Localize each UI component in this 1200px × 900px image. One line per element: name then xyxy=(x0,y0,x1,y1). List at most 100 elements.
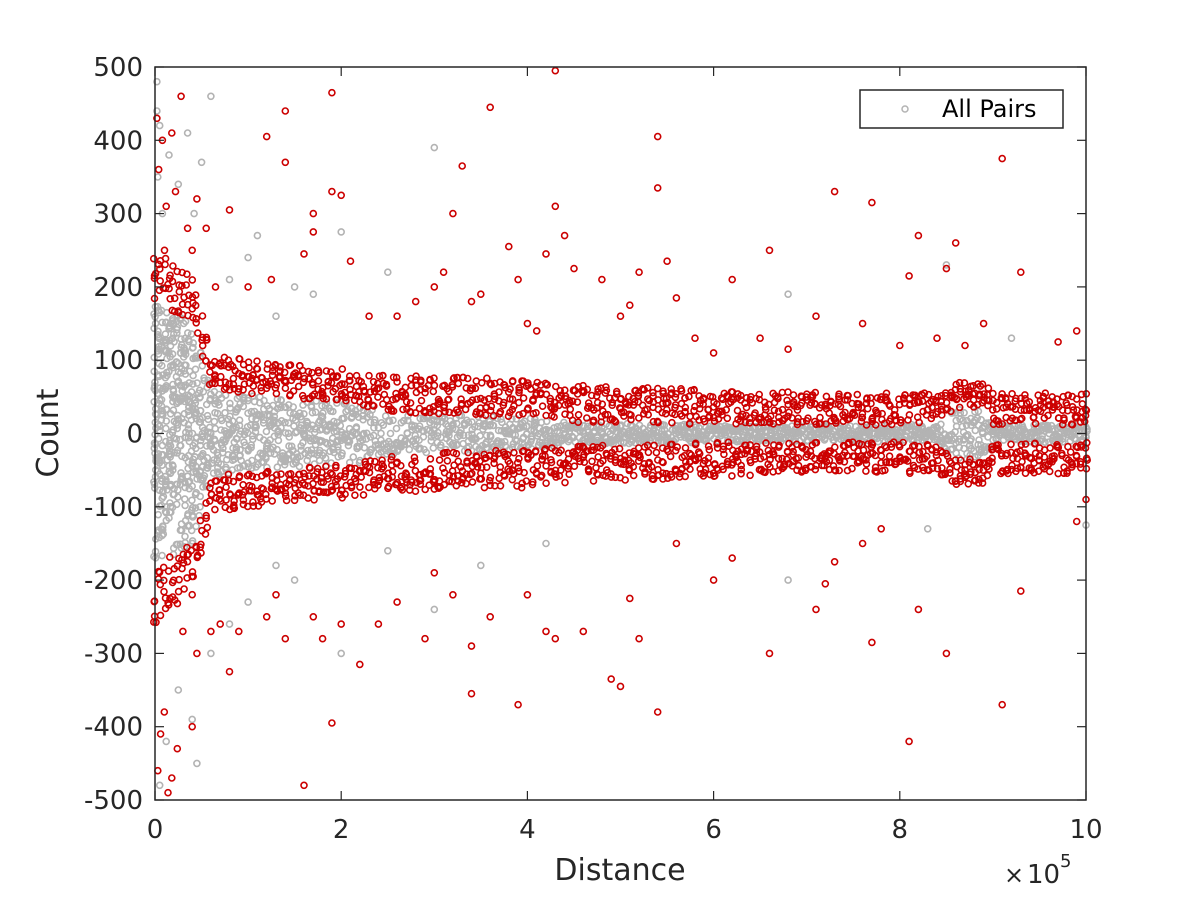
highlighted-point xyxy=(364,396,373,404)
highlighted-point xyxy=(294,382,303,391)
all-pairs-point xyxy=(513,442,522,451)
all-pairs-point xyxy=(180,348,188,357)
highlighted-point xyxy=(197,549,205,557)
all-pairs-point xyxy=(1059,434,1067,443)
all-pairs-point xyxy=(476,561,485,570)
all-pairs-point xyxy=(157,416,166,424)
all-pairs-point xyxy=(701,437,710,445)
y-axis-label: Count xyxy=(31,388,66,477)
all-pairs-point xyxy=(337,649,346,658)
all-pairs-point xyxy=(568,432,576,441)
highlighted-point xyxy=(261,490,270,499)
highlighted-point xyxy=(166,294,174,303)
highlighted-point xyxy=(182,281,190,289)
all-pairs-point xyxy=(498,418,506,427)
all-pairs-point xyxy=(248,464,256,472)
highlighted-point xyxy=(359,401,368,409)
all-pairs-point xyxy=(337,228,346,236)
all-pairs-point xyxy=(396,441,404,450)
all-pairs-point xyxy=(169,462,177,471)
all-pairs-point xyxy=(784,576,792,584)
all-pairs-point xyxy=(422,448,431,457)
all-pairs-point xyxy=(951,427,959,436)
highlighted-point xyxy=(300,374,309,383)
all-pairs-point xyxy=(329,407,337,416)
all-pairs-point xyxy=(188,344,197,352)
all-pairs-point xyxy=(173,424,181,433)
all-pairs-point xyxy=(277,423,285,432)
all-pairs-point xyxy=(181,501,189,510)
highlighted-point xyxy=(262,469,270,478)
all-pairs-point xyxy=(165,443,173,451)
all-pairs-point xyxy=(228,456,237,465)
all-pairs-point xyxy=(168,316,177,325)
all-pairs-point xyxy=(456,431,464,440)
all-pairs-point xyxy=(948,408,957,417)
highlighted-point xyxy=(319,488,328,497)
all-pairs-point xyxy=(161,472,169,481)
all-pairs-point xyxy=(791,428,799,437)
highlighted-point xyxy=(179,550,188,559)
highlighted-point xyxy=(156,277,164,285)
all-pairs-point xyxy=(290,576,299,584)
all-pairs-point xyxy=(959,416,967,425)
all-pairs-point xyxy=(750,430,758,439)
highlighted-point xyxy=(351,491,359,500)
highlighted-point xyxy=(322,462,330,471)
all-pairs-point xyxy=(482,438,491,447)
y-tick-label: 100 xyxy=(93,346,143,376)
highlighted-point xyxy=(328,470,336,479)
highlighted-point xyxy=(201,530,210,538)
all-pairs-point xyxy=(251,428,260,436)
all-pairs-point xyxy=(965,441,974,450)
highlighted-point xyxy=(183,270,191,279)
all-pairs-point xyxy=(193,759,201,768)
all-pairs-point xyxy=(308,408,317,417)
all-pairs-point xyxy=(214,398,222,407)
all-pairs-point xyxy=(399,416,408,425)
highlighted-point xyxy=(322,367,331,375)
all-pairs-point xyxy=(430,605,439,614)
all-pairs-point xyxy=(169,466,177,474)
highlighted-point xyxy=(280,368,289,377)
all-pairs-point xyxy=(1007,334,1016,343)
all-pairs-point xyxy=(155,121,164,130)
highlighted-point xyxy=(327,482,336,491)
all-pairs-point xyxy=(195,511,203,520)
all-pairs-point xyxy=(660,421,669,430)
highlighted-point xyxy=(271,361,280,370)
all-pairs-point xyxy=(191,399,200,408)
all-pairs-point xyxy=(183,129,192,137)
all-pairs-point xyxy=(318,413,327,422)
all-pairs-point xyxy=(204,415,212,424)
x-tick-label: 0 xyxy=(147,815,164,845)
all-pairs-point xyxy=(1083,427,1091,436)
highlighted-point xyxy=(254,491,263,499)
highlighted-point xyxy=(224,470,233,479)
highlighted-point xyxy=(304,367,313,376)
highlighted-point xyxy=(225,380,233,388)
highlighted-point xyxy=(226,490,234,498)
all-pairs-point xyxy=(433,432,442,440)
all-pairs-point xyxy=(489,421,498,430)
highlighted-point xyxy=(332,461,340,470)
highlighted-point xyxy=(161,260,169,269)
all-pairs-point xyxy=(981,419,990,428)
highlighted-point xyxy=(345,376,354,385)
all-pairs-point xyxy=(192,467,200,476)
all-pairs-point xyxy=(195,386,204,395)
all-pairs-point xyxy=(228,451,237,460)
all-pairs-point xyxy=(225,275,234,284)
all-pairs-point xyxy=(542,539,550,548)
all-pairs-point xyxy=(162,405,170,414)
all-pairs-point xyxy=(974,440,982,449)
all-pairs-point xyxy=(190,209,198,218)
all-pairs-point xyxy=(459,431,468,440)
all-pairs-point xyxy=(403,429,412,438)
highlighted-point xyxy=(294,371,303,379)
all-pairs-point xyxy=(284,419,293,427)
highlighted-point xyxy=(156,611,165,620)
all-pairs-point xyxy=(526,437,535,446)
highlighted-point xyxy=(317,478,326,486)
highlighted-point xyxy=(305,472,313,480)
